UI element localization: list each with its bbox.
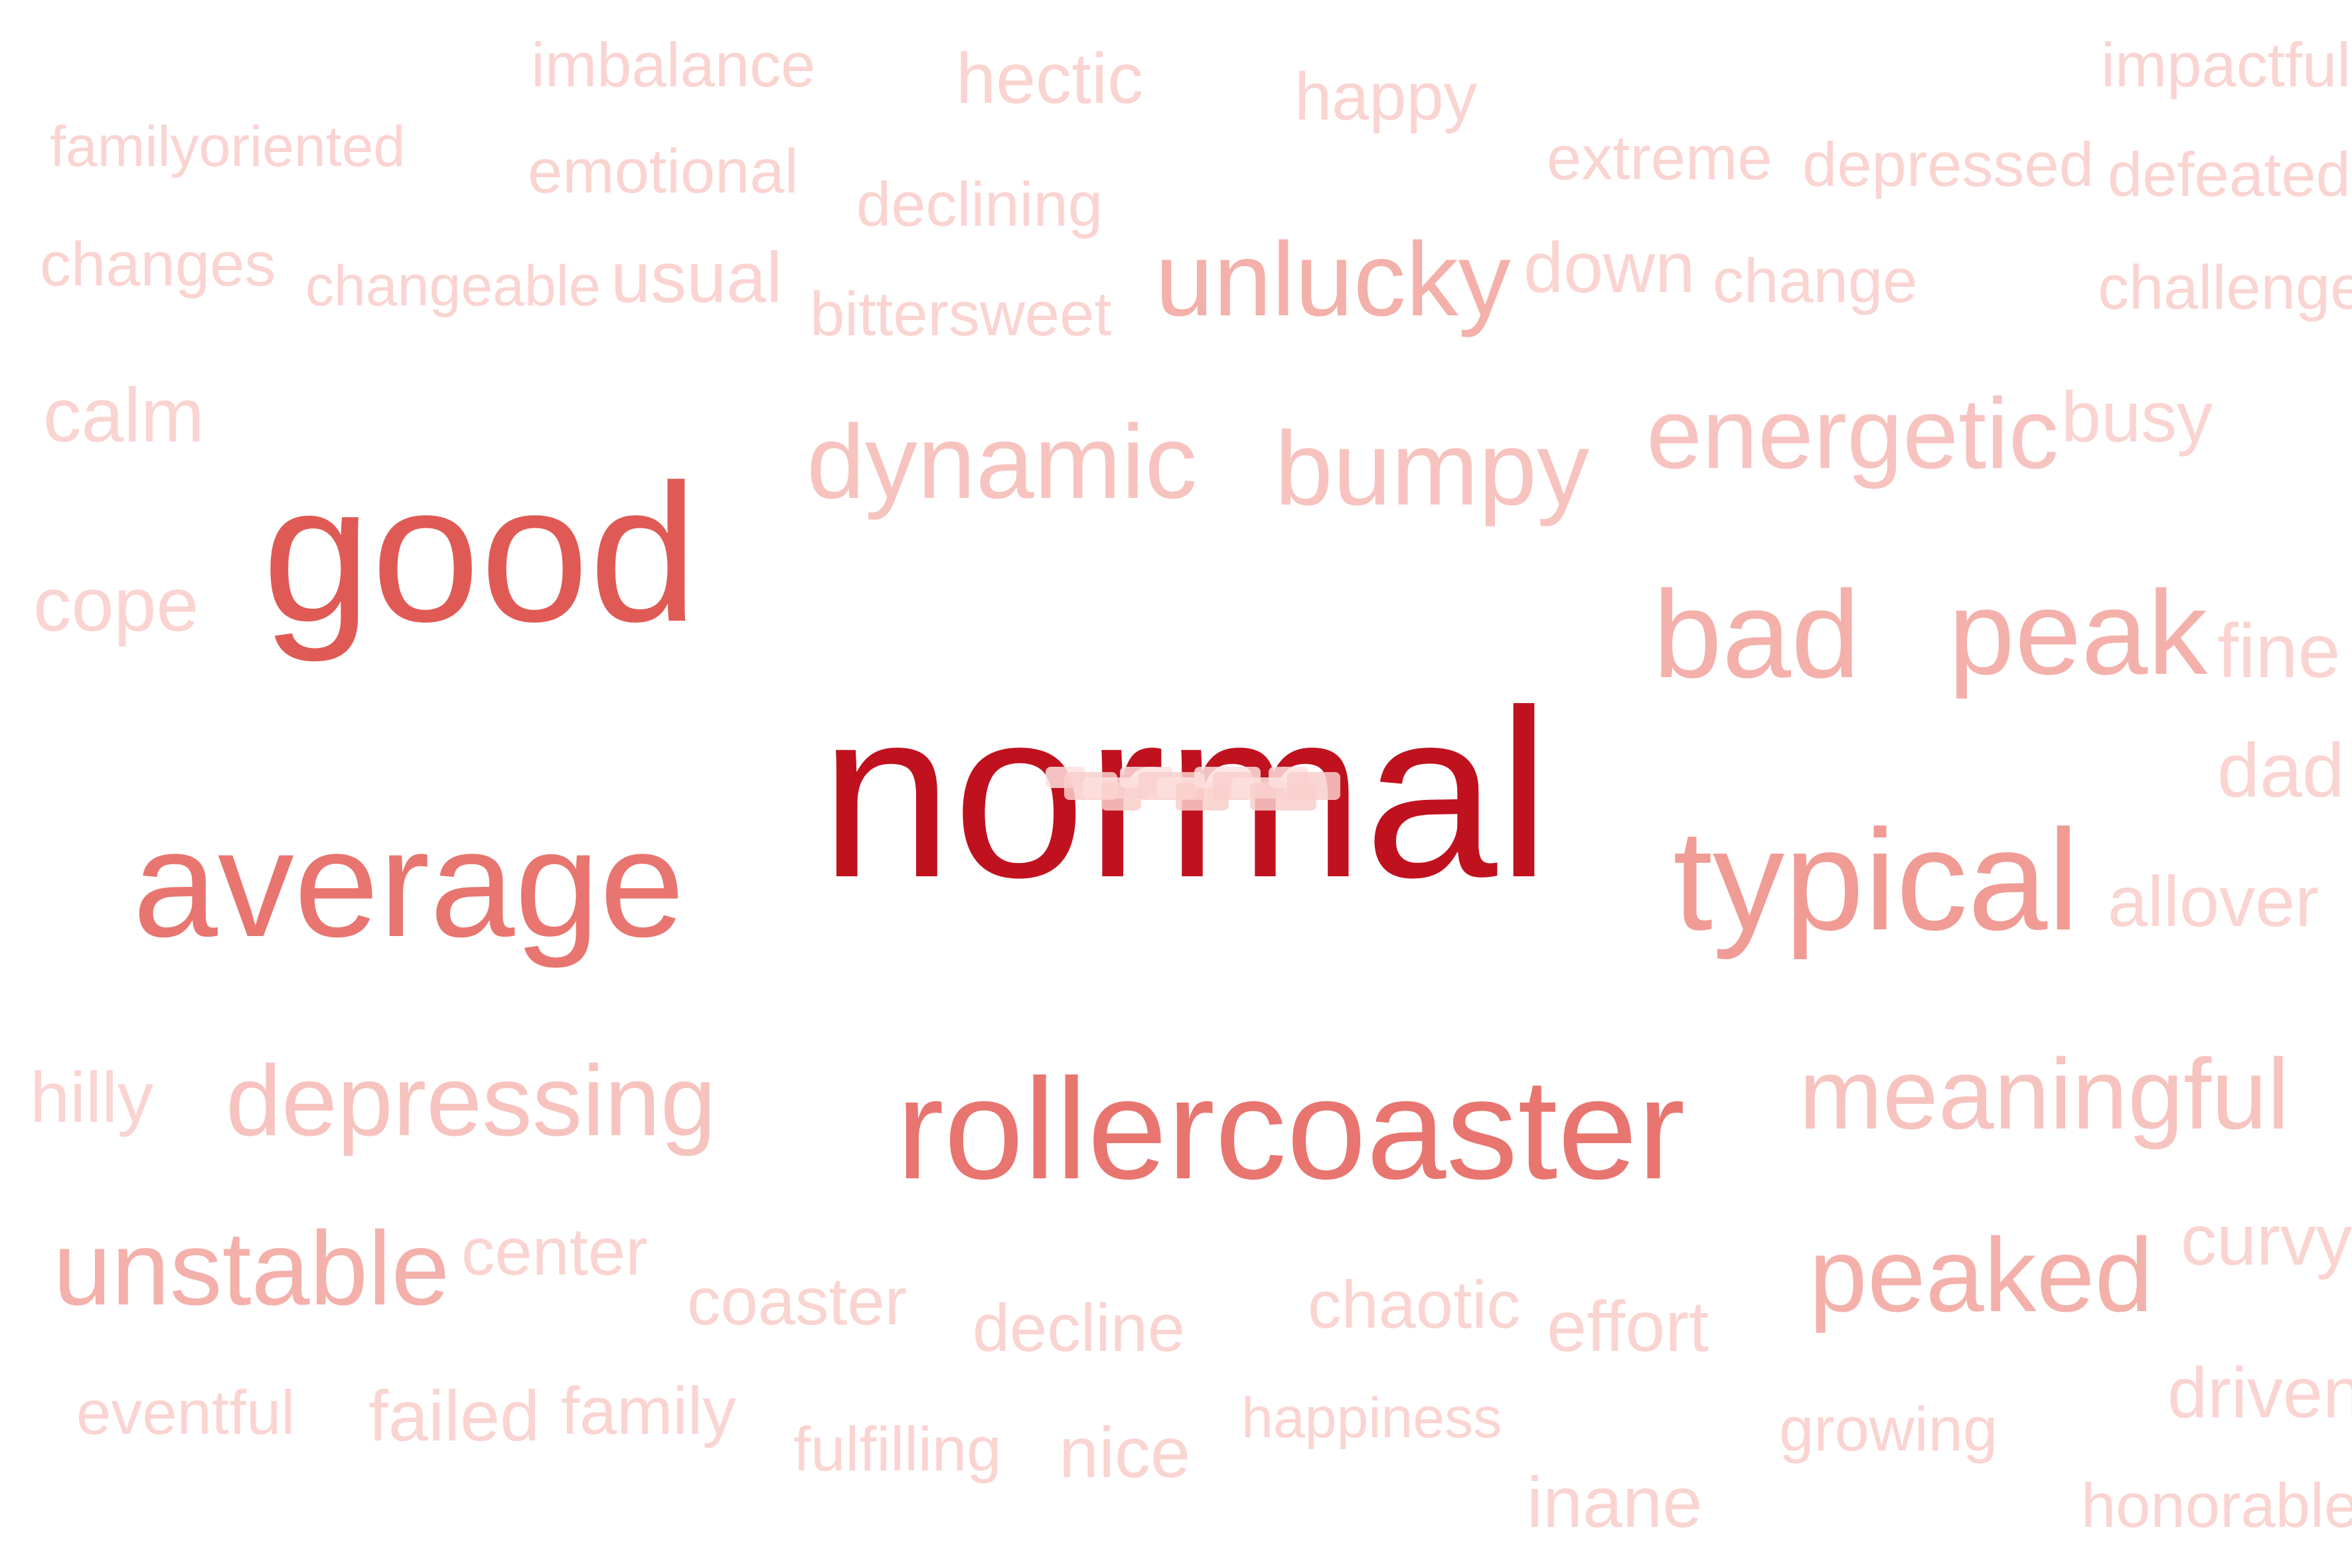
word-depressed: depressed (1802, 129, 2094, 199)
word-failed: failed (368, 1375, 540, 1456)
word-eventful: eventful (76, 1377, 295, 1447)
word-nice: nice (1059, 1412, 1190, 1492)
word-impactful: impactful (2101, 30, 2351, 100)
word-happy: happy (1294, 60, 1478, 134)
word-changeable: changeable (305, 254, 601, 318)
word-dad: dad (2217, 728, 2345, 813)
word-typical: typical (1673, 799, 2079, 960)
word-change: change (1713, 246, 1917, 315)
word-familyoriented: familyoriented (50, 115, 405, 179)
overlapping-small-words (1046, 767, 1340, 811)
word-growing: growing (1779, 1394, 1998, 1464)
word-changes: changes (40, 229, 275, 299)
word-curvy: curvy (2181, 1200, 2352, 1280)
word-defeated: defeated (2108, 139, 2351, 209)
overlap-mark (1101, 783, 1141, 811)
word-extreme: extreme (1547, 123, 1772, 193)
word-fine: fine (2217, 609, 2340, 694)
word-center: center (461, 1215, 648, 1289)
word-honorable: honorable (2081, 1470, 2352, 1540)
word-rollercoaster: rollercoaster (896, 1048, 1685, 1209)
word-effort: effort (1547, 1286, 1709, 1366)
word-allover: allover (2108, 861, 2319, 941)
word-good: good (262, 443, 698, 664)
word-happiness: happiness (1241, 1386, 1502, 1450)
word-down: down (1524, 227, 1695, 307)
word-imbalance: imbalance (531, 30, 815, 100)
word-busy: busy (2061, 376, 2213, 457)
word-calm: calm (43, 373, 204, 458)
word-bad: bad (1653, 565, 1860, 704)
word-emotional: emotional (528, 136, 799, 206)
word-hilly: hilly (30, 1057, 153, 1137)
word-unstable: unstable (53, 1210, 449, 1327)
word-energetic: energetic (1646, 377, 2059, 489)
word-hectic: hectic (956, 38, 1143, 118)
word-bittersweet: bittersweet (810, 279, 1112, 349)
word-usual: usual (611, 237, 782, 317)
word-unlucky: unlucky (1155, 221, 1511, 338)
word-depressing: depressing (226, 1044, 716, 1156)
word-average: average (133, 798, 684, 969)
word-challenge: challenge (2098, 252, 2352, 322)
word-peaked: peaked (1809, 1217, 2153, 1334)
word-inane: inane (1527, 1462, 1702, 1542)
word-chaotic: chaotic (1308, 1268, 1520, 1342)
word-coaster: coaster (687, 1265, 907, 1339)
word-driven: driven (2167, 1352, 2352, 1433)
word-cope: cope (33, 562, 198, 647)
word-bumpy: bumpy (1275, 410, 1589, 527)
word-family: family (561, 1374, 736, 1449)
word-fulfilling: fulfilling (793, 1414, 1002, 1484)
word-meaningful: meaningful (1799, 1038, 2290, 1150)
word-dynamic: dynamic (807, 404, 1197, 520)
word-cloud-words: normalgoodaveragerollercoastertypicalbad… (30, 30, 2352, 1542)
word-decline: decline (973, 1291, 1185, 1366)
word-declining: declining (856, 169, 1103, 239)
overlap-mark (1287, 772, 1340, 800)
word-peak: peak (1948, 566, 2208, 700)
